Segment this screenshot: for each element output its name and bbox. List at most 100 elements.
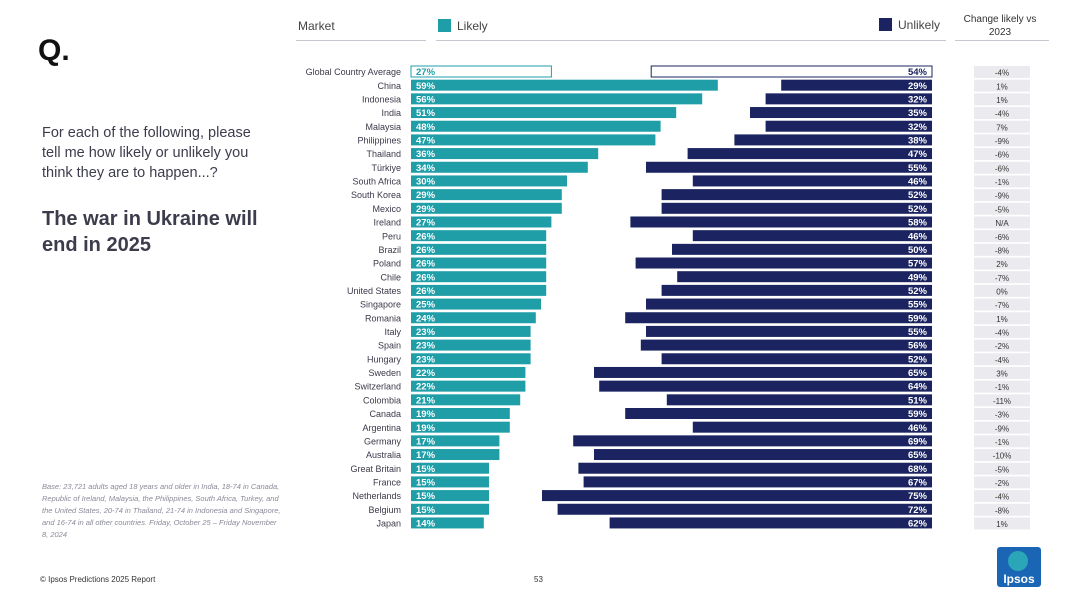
change-cell bbox=[974, 380, 1030, 393]
likely-value-label: 23% bbox=[416, 354, 436, 365]
likely-value-label: 15% bbox=[416, 464, 436, 475]
category-label: Türkiye bbox=[371, 163, 401, 173]
unlikely-value-label: 69% bbox=[908, 436, 928, 447]
change-cell bbox=[974, 79, 1030, 92]
likely-bar bbox=[411, 284, 547, 296]
unlikely-bar bbox=[661, 353, 932, 365]
change-cell bbox=[974, 189, 1030, 202]
unlikely-legend-label: Unlikely bbox=[898, 18, 941, 32]
change-cell bbox=[974, 339, 1030, 352]
likely-bar bbox=[411, 462, 489, 474]
likely-bar bbox=[411, 216, 552, 228]
category-label: United States bbox=[347, 286, 402, 296]
likely-bar bbox=[411, 408, 510, 419]
unlikely-bar bbox=[692, 230, 932, 242]
likely-value-label: 59% bbox=[416, 81, 436, 92]
change-cell bbox=[974, 93, 1030, 106]
likely-bar bbox=[411, 353, 531, 365]
change-value-label: -8% bbox=[995, 506, 1009, 515]
change-value-label: 1% bbox=[996, 520, 1008, 529]
unlikely-value-label: 52% bbox=[908, 204, 928, 215]
unlikely-value-label: 75% bbox=[908, 491, 928, 502]
q-mark: Q. bbox=[38, 34, 70, 67]
change-value-label: -9% bbox=[995, 137, 1009, 146]
unlikely-value-label: 72% bbox=[908, 505, 928, 516]
unlikely-bar bbox=[573, 435, 932, 447]
unlikely-bar bbox=[661, 284, 932, 296]
unlikely-value-label: 52% bbox=[908, 286, 928, 297]
likely-value-label: 14% bbox=[416, 519, 436, 530]
footer-copyright: © Ipsos Predictions 2025 Report bbox=[40, 575, 156, 584]
logo-circle-icon bbox=[1008, 551, 1028, 571]
category-label: South Korea bbox=[351, 190, 401, 200]
change-cell bbox=[974, 161, 1030, 174]
change-cell bbox=[974, 298, 1030, 311]
likely-bar bbox=[411, 230, 547, 242]
unlikely-value-label: 46% bbox=[908, 423, 928, 434]
likely-value-label: 27% bbox=[416, 67, 436, 78]
likely-legend-swatch bbox=[438, 19, 451, 32]
category-label: Japan bbox=[376, 519, 401, 529]
likely-bar bbox=[411, 503, 489, 515]
change-value-label: -9% bbox=[995, 424, 1009, 433]
likely-bar bbox=[411, 366, 526, 378]
base-note: Base: 23,721 adults aged 18 years and ol… bbox=[42, 482, 281, 539]
category-label: Ireland bbox=[373, 218, 401, 228]
change-value-label: -4% bbox=[995, 356, 1009, 365]
change-cell bbox=[974, 230, 1030, 243]
unlikely-bar bbox=[594, 366, 932, 378]
category-label: Great Britain bbox=[350, 464, 401, 474]
change-value-label: -4% bbox=[995, 329, 1009, 338]
unlikely-legend-swatch bbox=[879, 18, 892, 31]
change-value-label: 1% bbox=[996, 96, 1008, 105]
unlikely-bar bbox=[781, 79, 932, 91]
category-label: India bbox=[381, 108, 401, 118]
change-cell bbox=[974, 325, 1030, 338]
unlikely-bar bbox=[594, 449, 932, 461]
likely-bar bbox=[411, 394, 521, 406]
likely-value-label: 24% bbox=[416, 313, 436, 324]
likely-bar bbox=[411, 435, 500, 447]
unlikely-bar bbox=[635, 257, 932, 269]
likely-bar bbox=[411, 189, 562, 201]
change-cell bbox=[974, 490, 1030, 503]
change-value-label: 0% bbox=[996, 287, 1008, 296]
change-value-label: 1% bbox=[996, 82, 1008, 91]
category-label: Brazil bbox=[378, 245, 401, 255]
change-cell bbox=[974, 202, 1030, 215]
change-value-label: -10% bbox=[993, 452, 1012, 461]
likely-value-label: 30% bbox=[416, 177, 436, 188]
likely-value-label: 17% bbox=[416, 450, 436, 461]
likely-bar bbox=[411, 175, 567, 187]
unlikely-value-label: 59% bbox=[908, 313, 928, 324]
change-cell bbox=[974, 271, 1030, 284]
change-cell bbox=[974, 517, 1030, 530]
unlikely-value-label: 58% bbox=[908, 218, 928, 229]
unlikely-bar bbox=[677, 271, 932, 283]
change-cell bbox=[974, 148, 1030, 161]
likely-value-label: 29% bbox=[416, 204, 436, 215]
category-label: Romania bbox=[365, 313, 401, 323]
unlikely-value-label: 67% bbox=[908, 478, 928, 489]
unlikely-bar bbox=[765, 120, 932, 132]
change-cell bbox=[974, 476, 1030, 489]
likely-value-label: 15% bbox=[416, 478, 436, 489]
category-label: Peru bbox=[382, 231, 401, 241]
likely-bar bbox=[411, 271, 547, 283]
unlikely-bar bbox=[650, 65, 933, 78]
change-value-label: -1% bbox=[995, 383, 1009, 392]
change-value-label: -7% bbox=[995, 301, 1009, 310]
category-label: France bbox=[373, 478, 401, 488]
change-value-label: -11% bbox=[993, 397, 1011, 406]
change-value-label: -3% bbox=[995, 411, 1009, 420]
category-label: Malaysia bbox=[365, 122, 401, 132]
unlikely-value-label: 46% bbox=[908, 231, 928, 242]
change-cell bbox=[974, 421, 1030, 434]
unlikely-bar bbox=[661, 202, 932, 214]
likely-value-label: 56% bbox=[416, 94, 436, 105]
change-value-label: N/A bbox=[995, 219, 1009, 228]
likely-value-label: 47% bbox=[416, 136, 436, 147]
unlikely-bar bbox=[583, 476, 932, 488]
category-label: China bbox=[377, 81, 401, 91]
unlikely-bar bbox=[630, 216, 932, 228]
